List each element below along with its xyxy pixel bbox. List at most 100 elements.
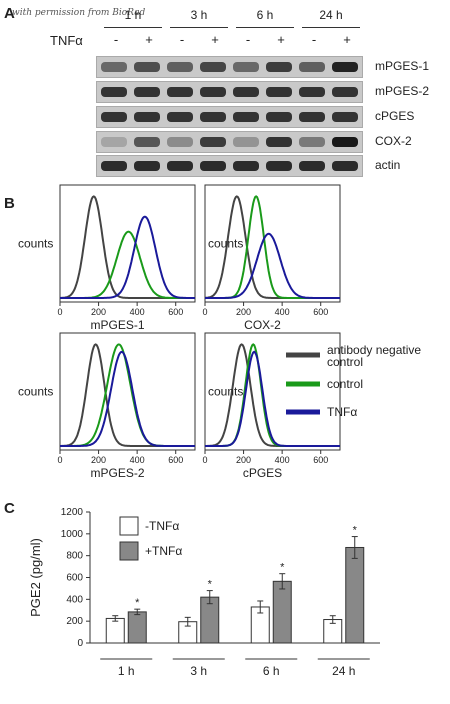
treatment-sign: + — [211, 32, 219, 47]
flow-cytometry-histograms: 0 200 400 600 mPGES-1 counts 0 200 400 600 COX-2 co… — [18, 184, 421, 480]
treatment-sign: - — [245, 32, 251, 47]
blot-band — [332, 87, 358, 97]
y-tick-label: 600 — [66, 573, 83, 584]
blot-band — [332, 137, 358, 147]
blot-band — [134, 62, 160, 72]
timepoint-header: 6 h — [256, 8, 274, 22]
x-tick-label: 200 — [91, 307, 106, 317]
category-label: 6 h — [263, 664, 280, 678]
histogram-curve — [205, 350, 340, 447]
treatment-sign: + — [277, 32, 285, 47]
blot-band — [134, 87, 160, 97]
treatment-sign: - — [311, 32, 317, 47]
treatment-sign: - — [113, 32, 119, 47]
category-label: 24 h — [332, 664, 355, 678]
blot-band — [101, 161, 127, 171]
y-tick-label: 200 — [66, 616, 83, 627]
legend-label: -TNFα — [145, 519, 179, 533]
tnf-row-label: TNFα — [50, 33, 83, 48]
blot-row-label: mPGES-2 — [375, 84, 430, 98]
blot-strip — [96, 56, 363, 78]
x-tick-label: 400 — [275, 455, 290, 465]
timepoint-header: 3 h — [190, 8, 208, 22]
blot-strip — [96, 106, 363, 128]
permission-watermark: with permission from BioRad — [12, 8, 146, 18]
blot-band — [134, 161, 160, 171]
histogram-ylabel: counts — [18, 385, 53, 399]
x-tick-label: 0 — [202, 455, 207, 465]
bar — [272, 580, 292, 644]
treatment-sign: + — [145, 32, 153, 47]
significance-asterisk: * — [135, 597, 140, 609]
timepoint-rule — [104, 27, 162, 28]
significance-asterisk: * — [353, 525, 358, 537]
histogram-frame — [59, 332, 196, 451]
blot-band — [233, 87, 259, 97]
x-tick-label: 200 — [236, 455, 251, 465]
blot-band — [134, 112, 160, 122]
blot-band — [332, 161, 358, 171]
category-label: 3 h — [190, 664, 207, 678]
category-label: 1 h — [118, 664, 135, 678]
histogram-xlabel: mPGES-1 — [90, 318, 144, 332]
timepoint-header: 24 h — [319, 8, 343, 22]
timepoint-header: 1 h — [124, 8, 142, 22]
histogram-xlabel: cPGES — [243, 466, 282, 480]
x-tick-label: 600 — [168, 307, 183, 317]
blot-band — [233, 62, 259, 72]
blot-band — [200, 161, 226, 171]
blot-band — [299, 112, 325, 122]
y-tick-label: 400 — [66, 594, 83, 605]
y-tick-label: 1000 — [61, 529, 84, 540]
histogram-curve — [60, 343, 195, 447]
blot-band — [266, 112, 292, 122]
x-tick-label: 0 — [202, 307, 207, 317]
timepoint-rule — [170, 27, 228, 28]
blot-row-label: COX-2 — [375, 134, 412, 148]
timepoint-rule — [236, 27, 294, 28]
bar — [105, 617, 125, 644]
legend-swatch — [119, 541, 139, 561]
blot-band — [266, 161, 292, 171]
bar — [127, 611, 147, 644]
x-tick-label: 400 — [130, 455, 145, 465]
blot-band — [266, 87, 292, 97]
x-tick-label: 200 — [236, 307, 251, 317]
blot-band — [200, 87, 226, 97]
y-axis-label: PGE2 (pg/ml) — [28, 538, 43, 617]
x-tick-label: 200 — [91, 455, 106, 465]
x-tick-label: 600 — [168, 455, 183, 465]
blot-band — [332, 62, 358, 72]
histogram-curve — [60, 343, 195, 447]
blot-band — [266, 62, 292, 72]
bar — [345, 546, 365, 644]
significance-asterisk: * — [280, 562, 285, 574]
blot-row-label: cPGES — [375, 109, 415, 123]
x-tick-label: 400 — [130, 307, 145, 317]
histogram-xlabel: COX-2 — [244, 318, 281, 332]
histogram-ylabel: counts — [208, 237, 243, 251]
blot-band — [200, 62, 226, 72]
panel-a-label: A — [4, 5, 15, 22]
blot-band — [167, 62, 193, 72]
blot-band — [299, 161, 325, 171]
histogram-xlabel: mPGES-2 — [90, 466, 144, 480]
blot-band — [299, 87, 325, 97]
histogram-frame — [59, 184, 196, 303]
blot-row-label: actin — [375, 158, 401, 172]
blot-band — [101, 112, 127, 122]
histogram-frame — [204, 184, 341, 303]
blot-band — [233, 112, 259, 122]
legend-label: antibody negative control — [327, 343, 421, 369]
blot-band — [233, 161, 259, 171]
blot-band — [167, 161, 193, 171]
blot-band — [101, 87, 127, 97]
blot-band — [134, 137, 160, 147]
blot-band — [167, 87, 193, 97]
panel-c-label: C — [4, 500, 15, 517]
blot-band — [332, 112, 358, 122]
y-tick-label: 800 — [66, 551, 83, 562]
pge2-bar-chart: 0 200 400 600 800 1000 1200 PGE2 (pg/ml) * 1 h * 3 … — [28, 507, 380, 678]
blot-strip — [96, 81, 363, 103]
timepoint-rule — [302, 27, 360, 28]
